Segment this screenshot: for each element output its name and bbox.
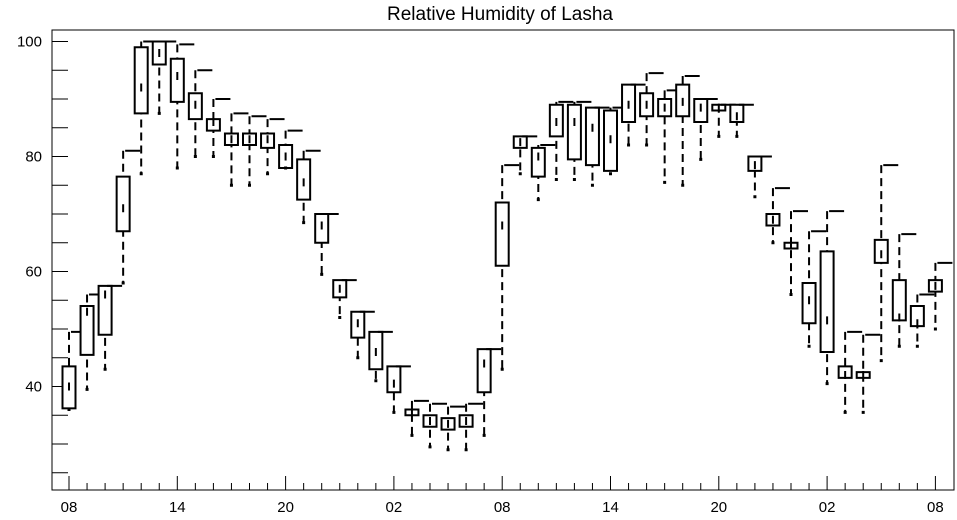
box-rect [133,46,149,115]
box-3 [115,149,141,285]
box-41 [801,230,827,348]
box-6 [169,43,195,170]
box-rect [566,103,582,161]
box-20 [422,402,447,449]
box-rect [530,146,546,178]
box-44 [855,333,881,414]
box-19 [404,399,429,437]
box-rect [819,250,835,353]
box-46 [891,233,917,348]
box-rect [494,201,510,267]
box-34 [675,75,700,187]
x-tick-label: 14 [169,499,186,516]
x-tick-label: 02 [819,499,836,516]
box-rect [115,175,131,233]
box-rect [476,348,492,394]
box-24 [494,164,520,371]
box-8 [205,98,231,158]
x-tick-label: 02 [386,499,403,516]
box-40 [783,210,808,296]
box-29 [584,106,610,187]
box-30 [603,106,628,176]
box-43 [837,330,863,414]
box-2 [97,284,123,371]
box-23 [476,348,502,437]
box-18 [386,365,411,414]
box-9 [223,112,249,187]
box-0 [61,330,86,411]
y-tick-label: 60 [25,264,42,281]
x-tick-label: 20 [710,499,727,516]
x-tick-label: 08 [61,499,78,516]
x-tick-label: 08 [927,499,944,516]
box-28 [566,100,592,181]
x-tick-label: 14 [602,499,619,516]
box-21 [440,405,466,452]
plot-frame [51,29,955,491]
chart-title: Relative Humidity of Lasha [387,4,613,25]
box-48 [927,261,953,331]
box-22 [458,402,484,452]
box-37 [729,103,754,138]
box-31 [621,83,646,147]
y-tick-label: 100 [17,34,42,51]
boxes-layer [61,40,953,452]
box-1 [79,293,105,391]
box-47 [909,293,935,348]
box-10 [242,115,267,187]
box-16 [350,310,375,360]
box-15 [332,279,357,319]
box-4 [133,40,159,176]
x-tick-label: 08 [494,499,511,516]
box-rect [386,365,402,394]
box-13 [296,149,321,225]
box-12 [278,129,303,170]
box-11 [260,118,285,176]
box-rect [97,284,113,336]
box-5 [151,40,177,115]
box-38 [747,155,772,199]
box-27 [548,100,574,181]
box-7 [187,69,213,158]
box-rect [79,305,95,356]
x-tick-label: 20 [277,499,294,516]
box-32 [639,72,664,147]
box-17 [368,330,393,383]
y-tick-label: 40 [25,379,42,396]
box-39 [765,187,790,245]
box-35 [693,98,718,161]
y-axis: 40 60 80 100 [17,34,68,474]
box-26 [530,144,556,202]
box-14 [314,213,339,276]
y-tick-label: 80 [25,149,42,166]
box-42 [819,210,845,386]
x-axis: 08 14 20 02 08 14 20 02 08 [61,476,944,516]
box-25 [512,135,538,176]
box-rect [169,57,185,103]
box-45 [873,164,899,363]
box-rect [584,106,600,167]
